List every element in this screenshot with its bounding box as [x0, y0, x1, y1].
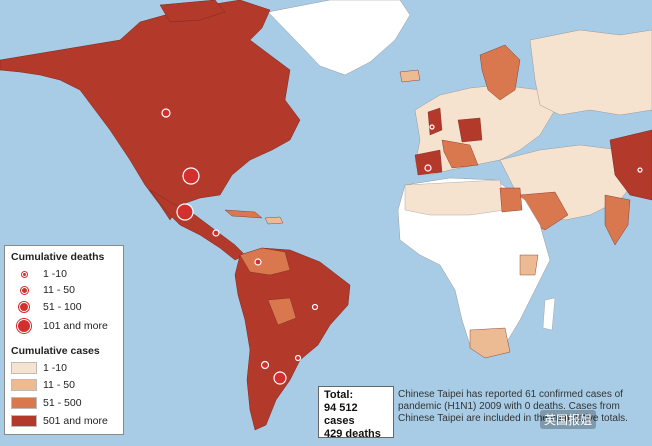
- north-africa: [404, 179, 506, 216]
- totals-cases: 94 512 cases: [324, 402, 358, 427]
- death-marker-canada: [161, 108, 171, 118]
- legend-label: 11 - 50: [43, 379, 75, 391]
- legend-swatch: [11, 379, 37, 391]
- cuba: [224, 209, 263, 219]
- legend-label: 51 - 500: [43, 397, 82, 409]
- legend-swatch: [11, 397, 37, 409]
- death-marker-spain: [424, 164, 432, 172]
- egypt: [499, 187, 523, 213]
- legend-label: 1 -10: [43, 362, 67, 374]
- legend-deaths-item: 51 - 100: [11, 301, 82, 313]
- russia: [529, 29, 652, 116]
- death-marker-australia: [637, 167, 643, 173]
- spain: [414, 149, 443, 176]
- south-america: [234, 247, 351, 431]
- legend-label: 101 and more: [43, 320, 108, 332]
- death-marker-chile: [273, 371, 287, 385]
- death-marker-mexico: [176, 203, 194, 221]
- legend-deaths-item: 1 -10: [11, 268, 67, 280]
- death-marker-uruguay: [294, 354, 302, 362]
- death-symbol-medium: [11, 286, 37, 294]
- legend-cases-item: 11 - 50: [11, 379, 75, 391]
- legend-deaths-title: Cumulative deaths: [11, 251, 105, 263]
- bolivia: [267, 297, 297, 326]
- totals-deaths: 429 deaths: [324, 428, 381, 440]
- death-marker-uk: [429, 124, 435, 130]
- legend-swatch: [11, 362, 37, 374]
- death-marker-central-america: [212, 229, 220, 237]
- arctic-islands: [159, 0, 226, 23]
- madagascar: [542, 297, 556, 331]
- iceland: [399, 69, 421, 83]
- china: [609, 129, 652, 201]
- death-marker-argentina: [260, 360, 270, 370]
- legend-label: 11 - 50: [43, 284, 75, 296]
- death-marker-usa: [182, 167, 200, 185]
- death-symbol-small: [11, 271, 37, 277]
- legend-cases-title: Cumulative cases: [11, 345, 100, 357]
- death-marker-colombia: [254, 258, 262, 266]
- india: [604, 194, 631, 246]
- legend-cases-item: 1 -10: [11, 362, 67, 374]
- death-symbol-large: [11, 302, 37, 312]
- france-italy: [441, 139, 479, 169]
- chinese-taipei-note: Chinese Taipei has reported 61 confirmed…: [398, 389, 628, 424]
- legend: Cumulative deaths 1 -10 11 - 50 51 - 100…: [4, 245, 124, 435]
- united-kingdom: [427, 107, 443, 136]
- legend-cases-item: 501 and more: [11, 415, 108, 427]
- death-marker-brazil: [311, 303, 319, 311]
- south-africa: [469, 327, 511, 359]
- watermark: 英国报姐: [540, 410, 597, 429]
- legend-deaths-item: 11 - 50: [11, 284, 75, 296]
- death-symbol-xlarge: [11, 319, 37, 333]
- legend-label: 501 and more: [43, 415, 108, 427]
- legend-cases-item: 51 - 500: [11, 397, 82, 409]
- greenland: [267, 0, 411, 76]
- scandinavia: [479, 44, 521, 101]
- germany: [457, 117, 483, 143]
- kenya: [519, 254, 539, 276]
- totals-label: Total:: [324, 389, 354, 401]
- death-markers: [161, 108, 643, 385]
- legend-label: 51 - 100: [43, 301, 82, 313]
- totals-box: Total: 94 512 cases 429 deaths: [318, 386, 394, 440]
- legend-label: 1 -10: [43, 268, 67, 280]
- legend-swatch: [11, 415, 37, 427]
- venezuela-colombia: [239, 247, 291, 276]
- legend-deaths-item: 101 and more: [11, 319, 108, 333]
- hispaniola: [264, 216, 284, 225]
